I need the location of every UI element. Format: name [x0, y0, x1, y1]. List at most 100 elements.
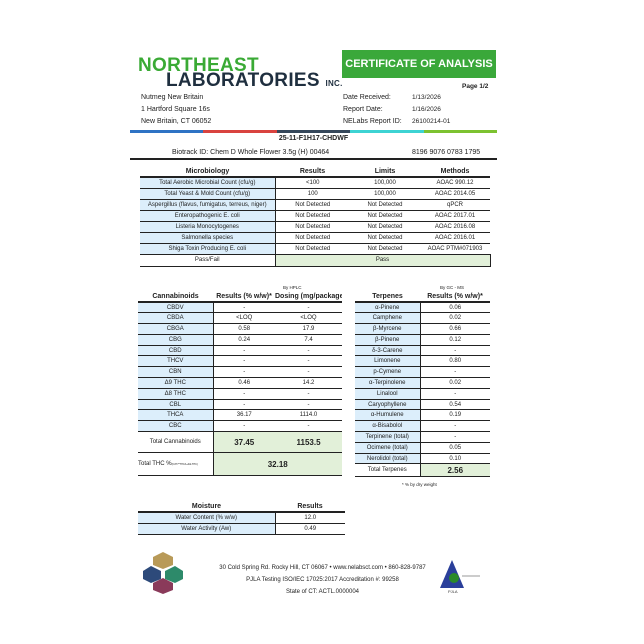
hplc-method: By HPLC	[283, 285, 302, 290]
table-row: Camphene 0.02	[355, 312, 490, 325]
cell-value: Not Detected	[350, 243, 420, 255]
thc-formula: (0.877*THCA+Δ9-THC)	[171, 463, 198, 467]
row-label: CBDV	[138, 302, 214, 314]
row-label: CBN	[138, 366, 214, 379]
table-row: Shiga Toxin Producing E. coli Not Detecte…	[140, 243, 490, 255]
row-label: Δ9 THC	[138, 377, 214, 389]
row-label: β-Myrcene	[355, 323, 421, 335]
row-label: Camphene	[355, 312, 421, 325]
cell-value: 0.24	[213, 334, 275, 346]
cell-value: -	[275, 399, 342, 411]
column-header: Microbiology	[140, 167, 275, 178]
row-label: Nerolidol (total)	[355, 453, 421, 465]
table-row: Total Aerobic Microbial Count (cfu/g) <10…	[140, 177, 490, 189]
table-row: CBN - -	[138, 366, 342, 379]
label: NELabs Report ID:	[343, 118, 402, 125]
color-bar	[130, 130, 498, 133]
color-segment	[350, 130, 424, 133]
column-header: Cannabinoids	[138, 292, 213, 303]
total-cannabinoids-result: 37.45	[213, 431, 275, 454]
row-label: α-Terpinolene	[355, 377, 421, 389]
row-label: Salmonella species	[140, 232, 276, 244]
cell-value: 0.66	[420, 323, 490, 335]
cell-value: Not Detected	[350, 210, 420, 222]
footer-accreditation: PJLA Testing ISO/IEC 17025:2017 Accredit…	[246, 577, 399, 583]
row-label: CBG	[138, 334, 214, 346]
cell-value: 0.54	[420, 399, 490, 411]
total-label: Total Terpenes	[355, 463, 421, 478]
cell-value: AOAC 2016.08	[420, 221, 490, 233]
color-segment	[130, 130, 204, 133]
dry-weight-note: * % by dry weight	[402, 482, 437, 487]
table-row: Water Content (% w/w) 12.0	[138, 512, 345, 524]
column-header: Terpenes	[355, 292, 420, 303]
row-label: α-Pinene	[355, 302, 421, 314]
cell-value: -	[213, 420, 275, 433]
row-label: Listeria Monocytogenes	[140, 221, 276, 233]
document-title: CERTIFICATE OF ANALYSIS	[342, 50, 496, 78]
cell-value: -	[420, 345, 490, 357]
cell-value: Not Detected	[275, 199, 350, 211]
cell-value: AOAC 990.12	[420, 177, 490, 189]
logo-inc: INC.	[325, 79, 343, 88]
client-street: 1 Hartford Square 16s	[141, 106, 210, 113]
cell-value: 0.10	[420, 453, 490, 465]
row-label: CBDA	[138, 312, 214, 325]
table-row: Ocimene (total) 0.05	[355, 442, 490, 454]
table-row: CBDV - -	[138, 302, 342, 314]
row-label: CBC	[138, 420, 214, 433]
table-row: α-Terpinolene 0.02	[355, 377, 490, 389]
row-label: Shiga Toxin Producing E. coli	[140, 243, 276, 255]
cell-value: 100,000	[350, 188, 420, 200]
color-segment	[276, 130, 351, 133]
table-row: Enteropathogenic E. coli Not Detected Not …	[140, 210, 490, 222]
cell-value: 0.49	[275, 523, 345, 535]
table-row: δ-3-Carene -	[355, 345, 490, 357]
row-label: α-Bisabolol	[355, 420, 421, 433]
date-values: 1/13/2026 1/16/2026 26100214-01	[412, 92, 450, 128]
cell-value: -	[275, 345, 342, 357]
row-label: Water Activity (Aw)	[138, 523, 276, 535]
cell-value: -	[213, 355, 275, 368]
row-label: Water Content (% w/w)	[138, 512, 276, 524]
cell-value: 0.46	[213, 377, 275, 389]
total-thc-value: 32.18	[213, 452, 342, 477]
row-label: α-Humulene	[355, 409, 421, 422]
cell-value: -	[213, 388, 275, 400]
logo-text: LABORATORIES	[166, 70, 320, 91]
row-label: p-Cymene	[355, 366, 421, 379]
column-header: Results (% w/w)*	[213, 292, 275, 303]
row-label: β-Pinene	[355, 334, 421, 346]
cell-value: Not Detected	[275, 232, 350, 244]
table-row: Δ9 THC 0.46 14.2	[138, 377, 342, 389]
cell-value: 7.4	[275, 334, 342, 346]
client-name: Nutmeg New Britain	[141, 94, 204, 101]
column-header: Moisture	[138, 502, 275, 513]
footer-info: 30 Cold Spring Rd. Rocky Hill, CT 06067 …	[200, 562, 445, 598]
row-label: Terpinene (total)	[355, 431, 421, 443]
gcms-method: By GC - MS	[440, 285, 465, 290]
table-row: β-Pinene 0.12	[355, 334, 490, 346]
table-row: CBL - -	[138, 399, 342, 411]
biotrack-number: 8196 9076 0783 1795	[412, 149, 481, 156]
microbiology-table: Microbiology Results Limits Methods Total Ae…	[140, 167, 491, 267]
column-header: Results	[275, 502, 345, 513]
certification-badges	[143, 552, 183, 594]
table-row: α-Bisabolol -	[355, 420, 490, 433]
footer-state-license: State of CT: ACTL.0000004	[285, 589, 360, 595]
table-row: α-Pinene 0.06	[355, 302, 490, 314]
total-label: Total Cannabinoids	[138, 431, 214, 454]
sample-id: 25-11-F1H17-CHDWF	[278, 135, 349, 142]
cell-value: -	[275, 420, 342, 433]
cell-value: Not Detected	[350, 199, 420, 211]
table-row: Δ8 THC - -	[138, 388, 342, 400]
biotrack-value: Chem D Whole Flower 3.5g (H) 00464	[210, 149, 330, 156]
cell-value: -	[275, 366, 342, 379]
cell-value: -	[275, 355, 342, 368]
header-row: Cannabinoids Results (% w/w)* Dosing (mg/p…	[138, 292, 342, 303]
table-row: Water Activity (Aw) 0.49	[138, 523, 345, 535]
row-label: THCA	[138, 409, 214, 422]
logo-line2: LABORATORIES INC.	[166, 70, 343, 92]
cell-value: 36.17	[213, 409, 275, 422]
pjla-logo: PJLA	[440, 560, 480, 594]
